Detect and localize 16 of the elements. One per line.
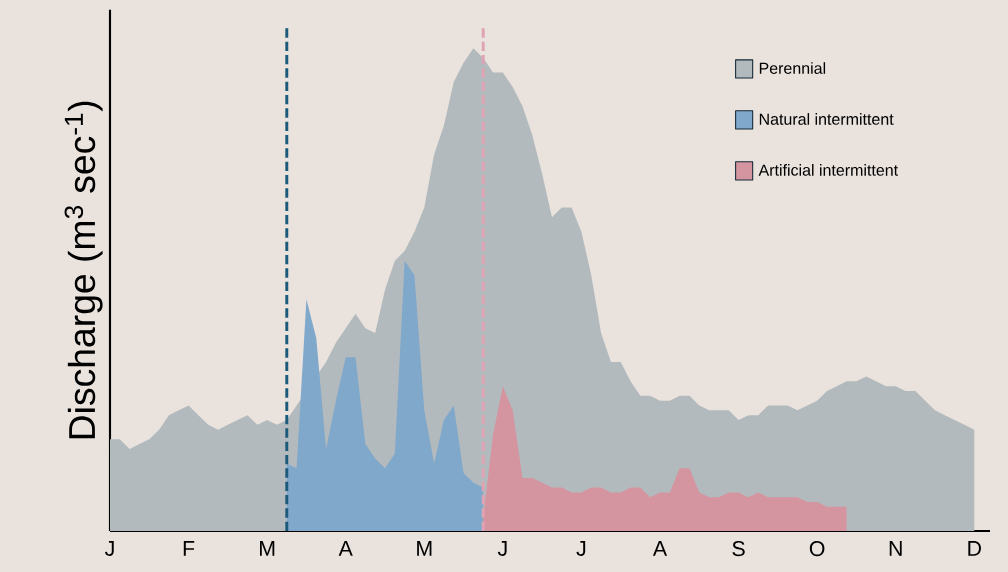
x-tick-label: J — [105, 541, 114, 556]
x-tick-label: J — [497, 541, 507, 556]
x-tick-label: M — [417, 541, 432, 556]
x-tick-label: S — [732, 541, 745, 557]
legend-label: Perennial — [759, 62, 826, 74]
legend-label: Natural intermittent — [759, 113, 894, 125]
x-tick-label: F — [183, 541, 195, 556]
x-tick-label: D — [968, 541, 981, 556]
x-tick-label: J — [576, 541, 586, 556]
x-tick-label: O — [809, 541, 825, 557]
x-tick-label: N — [889, 541, 902, 556]
y-axis-title: Discharge (m$^{3}$ sec$^{-1}$) — [64, 101, 103, 439]
x-tick-label: M — [260, 541, 275, 556]
x-tick-label: A — [652, 541, 668, 556]
x-tick-label: A — [338, 541, 353, 556]
legend-label: Artificial intermittent — [758, 164, 898, 176]
